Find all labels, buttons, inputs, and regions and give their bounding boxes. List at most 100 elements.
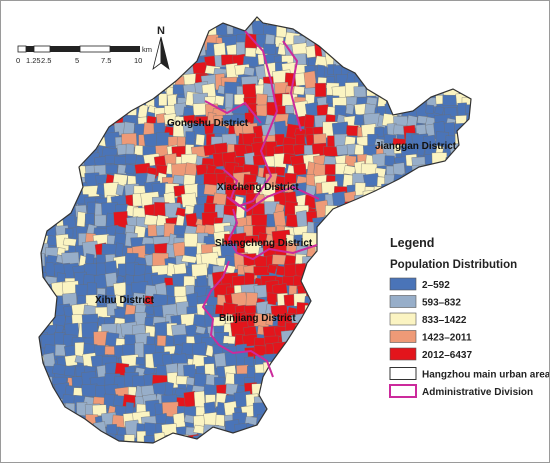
- population-cell: [331, 23, 349, 40]
- population-cell: [352, 53, 369, 67]
- population-cell: [343, 304, 360, 322]
- population-cell: [383, 422, 399, 440]
- population-cell: [57, 425, 66, 436]
- population-cell: [465, 273, 471, 288]
- population-cell: [230, 17, 249, 28]
- population-cell: [39, 404, 52, 418]
- population-cell: [443, 234, 457, 251]
- population-cell: [184, 162, 198, 177]
- population-cell: [464, 53, 471, 70]
- population-cell: [23, 4, 34, 19]
- population-cell: [291, 394, 310, 411]
- population-cell: [302, 362, 322, 381]
- population-cell: [26, 415, 38, 429]
- population-cell: [27, 102, 38, 117]
- population-cell: [281, 414, 298, 427]
- population-cell: [39, 364, 40, 378]
- population-cell: [349, 382, 369, 398]
- population-cell: [463, 212, 471, 229]
- population-cell: [427, 224, 438, 234]
- population-cell: [333, 430, 352, 443]
- population-cell: [323, 255, 338, 270]
- population-cell: [467, 123, 471, 140]
- population-cell: [374, 262, 387, 276]
- population-cell: [39, 216, 40, 228]
- population-cell: [367, 433, 378, 443]
- population-cell: [25, 233, 39, 251]
- population-cell: [251, 214, 269, 228]
- population-cell: [75, 17, 88, 28]
- population-cell: [294, 416, 310, 430]
- population-cell: [414, 17, 431, 26]
- population-cell: [116, 143, 128, 156]
- population-cell: [114, 94, 128, 110]
- population-cell: [364, 21, 378, 38]
- population-cell: [374, 219, 392, 239]
- population-cell: [39, 224, 41, 237]
- population-cell: [158, 93, 168, 106]
- population-cell: [287, 5, 297, 17]
- population-cell: [312, 354, 328, 368]
- population-cell: [343, 413, 359, 432]
- population-cell: [73, 95, 90, 106]
- population-cell: [267, 417, 278, 428]
- population-cell: [305, 264, 320, 278]
- population-cell: [332, 303, 352, 319]
- population-cell: [365, 336, 379, 346]
- population-cell: [315, 423, 327, 435]
- population-cell: [105, 433, 117, 443]
- population-cell: [404, 17, 420, 26]
- population-cell: [223, 437, 239, 443]
- population-cell: [322, 262, 338, 278]
- population-cell: [362, 17, 376, 20]
- population-cell: [55, 418, 65, 428]
- population-cell: [324, 426, 339, 439]
- legend-title: Legend: [390, 236, 434, 250]
- population-cell: [98, 24, 108, 37]
- population-cell: [60, 121, 81, 139]
- population-cell: [174, 32, 186, 47]
- population-cell: [380, 17, 399, 21]
- population-cell: [464, 73, 471, 86]
- population-cell: [274, 414, 285, 426]
- population-cell: [39, 111, 49, 128]
- population-cell: [273, 153, 287, 169]
- population-cell: [185, 22, 197, 39]
- population-cell: [262, 360, 280, 379]
- population-cell: [345, 283, 358, 299]
- population-cell: [425, 205, 441, 217]
- population-cell: [156, 73, 166, 87]
- population-cell: [183, 414, 196, 424]
- population-cell: [445, 406, 456, 418]
- population-cell: [57, 6, 67, 15]
- north-arrow-left-half: [152, 36, 162, 70]
- population-cell: [267, 17, 277, 19]
- population-cell: [346, 381, 357, 398]
- population-cell: [39, 67, 49, 79]
- population-cell: [442, 431, 460, 443]
- population-cell: [465, 33, 471, 46]
- legend-swatch-1: [389, 277, 417, 291]
- population-cell: [335, 353, 350, 371]
- population-cell: [45, 163, 55, 179]
- population-cell: [445, 58, 458, 67]
- population-cell: [345, 352, 356, 368]
- population-cell: [323, 373, 340, 389]
- population-cell: [443, 43, 462, 62]
- population-cell: [291, 345, 307, 357]
- population-cell: [334, 326, 346, 337]
- population-cell: [46, 235, 58, 247]
- division-line-east: [282, 40, 302, 132]
- population-cell: [347, 244, 358, 257]
- population-cell: [112, 65, 127, 78]
- population-cell: [414, 72, 432, 87]
- population-cell: [282, 384, 299, 397]
- population-cell: [107, 6, 116, 16]
- population-cell: [93, 421, 107, 437]
- population-cell: [83, 137, 96, 147]
- population-cell: [125, 153, 137, 165]
- population-cell: [411, 185, 427, 200]
- population-cell: [362, 264, 380, 276]
- population-cell: [364, 374, 374, 385]
